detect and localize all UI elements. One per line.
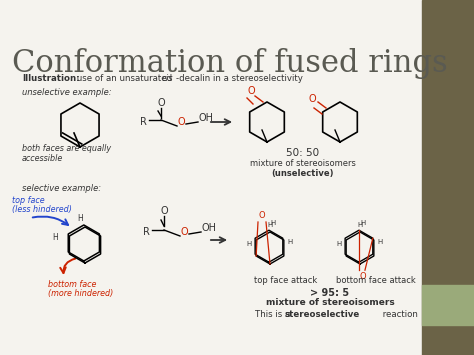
Text: H: H (247, 241, 252, 247)
Text: OH: OH (202, 223, 217, 233)
Text: selective example:: selective example: (22, 184, 101, 193)
Bar (422, 0, 474, 355)
Text: both faces are equally
accessible: both faces are equally accessible (22, 144, 111, 163)
Text: H: H (52, 234, 58, 242)
Text: top face: top face (12, 196, 45, 205)
Text: -decalin in a stereoselectivity: -decalin in a stereoselectivity (176, 74, 303, 83)
Text: H: H (270, 220, 275, 226)
Text: stereoselective: stereoselective (285, 310, 360, 319)
Text: R: R (143, 227, 150, 237)
Text: > 95: 5: > 95: 5 (310, 288, 349, 298)
Text: H: H (337, 241, 342, 247)
Text: O: O (157, 98, 165, 108)
Bar (422, 285, 474, 325)
Text: use of an unsaturated: use of an unsaturated (74, 74, 175, 83)
Text: 50: 50: 50: 50 (286, 148, 319, 158)
Text: H: H (77, 214, 83, 223)
Text: mixture of stereoisomers: mixture of stereoisomers (250, 159, 356, 168)
Text: H: H (267, 222, 273, 228)
Text: O: O (181, 227, 189, 237)
Text: (unselective): (unselective) (272, 169, 334, 178)
Text: H: H (377, 239, 382, 245)
Text: H: H (360, 220, 365, 226)
Text: cis: cis (162, 74, 173, 83)
Text: O: O (360, 272, 366, 281)
Text: O: O (178, 117, 186, 127)
Text: H: H (287, 239, 292, 245)
Text: bottom face: bottom face (48, 280, 96, 289)
Text: reaction: reaction (380, 310, 418, 319)
Text: mixture of stereoisomers: mixture of stereoisomers (265, 298, 394, 307)
Text: Illustration:: Illustration: (22, 74, 80, 83)
Text: R: R (140, 117, 147, 127)
Text: O: O (247, 86, 255, 96)
Text: bottom face attack: bottom face attack (336, 276, 416, 285)
Text: unselective example:: unselective example: (22, 88, 111, 97)
Text: O: O (308, 94, 316, 104)
Text: Conformation of fused rings: Conformation of fused rings (12, 48, 448, 79)
Text: OH: OH (199, 113, 214, 123)
Text: O: O (160, 206, 168, 216)
Text: (more hindered): (more hindered) (48, 289, 113, 298)
Text: This is a: This is a (255, 310, 293, 319)
Text: top face attack: top face attack (255, 276, 318, 285)
Text: (less hindered): (less hindered) (12, 205, 72, 214)
Text: H: H (357, 222, 363, 228)
Text: O: O (259, 211, 265, 220)
